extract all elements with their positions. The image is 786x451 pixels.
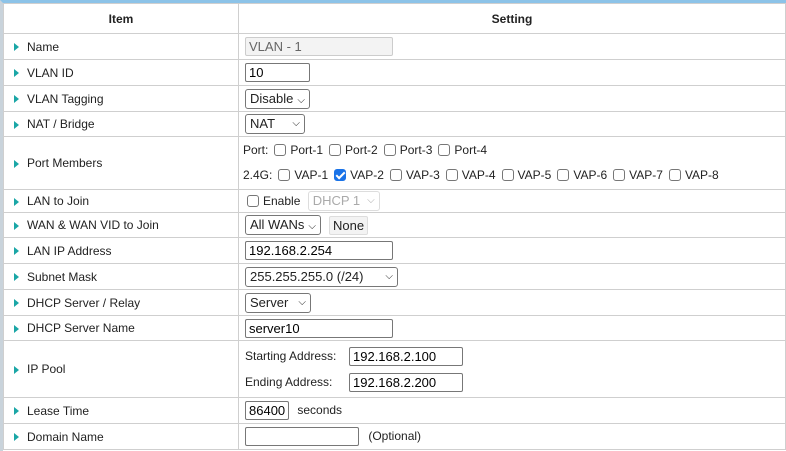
arrow-icon (14, 273, 19, 282)
label-ip-pool: IP Pool (27, 362, 66, 376)
arrow-icon (14, 433, 19, 442)
arrow-icon (14, 120, 19, 129)
vap-label: VAP-5 (517, 168, 552, 183)
port-prefix: Port: (243, 143, 269, 157)
enable-checkbox[interactable] (247, 195, 259, 207)
label-lan-to-join: LAN to Join (27, 194, 90, 208)
start-label: Starting Address: (245, 349, 337, 363)
arrow-icon (14, 43, 19, 52)
arrow-icon (14, 197, 19, 206)
vap-label: VAP-4 (461, 168, 496, 183)
label-domain: Domain Name (27, 429, 104, 444)
subnet-select[interactable]: 255.255.255.0 (/24) ⌵ (245, 266, 398, 287)
label-port-members: Port Members (27, 156, 103, 170)
wan-value: All WANs (250, 217, 305, 232)
vap-checkbox[interactable] (501, 169, 514, 182)
nat-bridge-value: NAT (250, 116, 276, 131)
arrow-icon (14, 221, 19, 230)
label-dhcp: DHCP Server / Relay (27, 295, 141, 310)
domain-hint: (Optional) (368, 428, 422, 443)
vap-checkbox[interactable] (668, 169, 681, 182)
label-vlan-id: VLAN ID (27, 65, 74, 80)
lan-join-select[interactable]: DHCP 1 ⌵ (307, 191, 380, 211)
vap-label: VAP-6 (573, 168, 608, 183)
vap-label: VAP-1 (294, 168, 329, 183)
arrow-icon (14, 299, 19, 308)
end-address-input[interactable] (349, 372, 463, 392)
vap-checkbox[interactable] (278, 169, 291, 182)
start-address-input[interactable] (349, 346, 463, 366)
label-lan-ip: LAN IP Address (27, 243, 112, 258)
none-button[interactable]: None (329, 215, 369, 235)
chevron-down-icon: ⌵ (292, 118, 300, 129)
wifi-prefix: 2.4G: (243, 168, 273, 182)
chevron-down-icon: ⌵ (367, 195, 375, 206)
vap-label: VAP-7 (629, 168, 663, 183)
port-label: Port-4 (454, 143, 488, 158)
header-item: Item (3, 3, 239, 34)
chevron-down-icon: ⌵ (298, 296, 306, 308)
label-name: Name (27, 39, 60, 54)
header-setting: Setting (238, 3, 786, 34)
dhcp-value: Server (250, 294, 289, 310)
label-nat-bridge: NAT / Bridge (27, 117, 95, 131)
arrow-icon (14, 69, 19, 78)
lease-unit: seconds (297, 402, 343, 417)
end-label: Ending Address: (245, 375, 333, 389)
arrow-icon (14, 407, 19, 416)
dhcp-select[interactable]: Server ⌵ (245, 292, 311, 313)
chevron-down-icon: ⌵ (308, 221, 316, 232)
vap-checkbox[interactable] (389, 169, 402, 182)
vap-checkbox[interactable] (445, 169, 458, 182)
enable-label: Enable (263, 194, 301, 208)
port-checkbox[interactable] (438, 144, 451, 157)
nat-bridge-select[interactable]: NAT ⌵ (245, 114, 305, 134)
arrow-icon (14, 95, 19, 104)
label-subnet: Subnet Mask (27, 269, 98, 284)
vlan-id-input[interactable] (245, 63, 310, 82)
lan-ip-input[interactable] (245, 241, 393, 260)
wan-select[interactable]: All WANs ⌵ (245, 215, 321, 235)
vap-label: VAP-3 (405, 168, 440, 183)
port-label: Port-2 (345, 143, 378, 158)
subnet-value: 255.255.255.0 (/24) (250, 268, 364, 284)
lan-join-value: DHCP 1 (312, 193, 361, 208)
chevron-down-icon: ⌵ (385, 270, 393, 282)
label-vlan-tagging: VLAN Tagging (27, 91, 104, 106)
arrow-icon (14, 365, 19, 374)
label-dhcp-name: DHCP Server Name (27, 321, 135, 335)
vap-label: VAP-2 (350, 168, 384, 183)
chevron-down-icon: ⌵ (297, 94, 305, 106)
label-lease: Lease Time (27, 403, 90, 418)
label-wan-to-join: WAN & WAN VID to Join (27, 218, 159, 232)
port-checkbox[interactable] (274, 144, 287, 157)
vap-checkbox[interactable] (613, 169, 626, 182)
name-input[interactable] (245, 37, 393, 56)
arrow-icon (14, 247, 19, 256)
vlan-tagging-select[interactable]: Disable ⌵ (245, 88, 310, 109)
port-checkbox[interactable] (329, 144, 342, 157)
arrow-icon (14, 159, 19, 168)
vap-checkbox[interactable] (557, 169, 570, 182)
port-checkbox[interactable] (383, 144, 396, 157)
vlan-tagging-value: Disable (250, 90, 294, 106)
domain-input[interactable] (245, 427, 359, 446)
port-label: Port-1 (290, 143, 324, 158)
port-row: Port: Port-1 Port-2 Port-3 Port-4 (243, 138, 779, 162)
vap-label: VAP-8 (684, 168, 719, 183)
lease-input[interactable] (245, 401, 289, 420)
dhcp-name-input[interactable] (245, 318, 393, 338)
port-label: Port-3 (399, 143, 433, 158)
vap-row: 2.4G: VAP-1 VAP-2 VAP-3 VAP-4 VAP-5 VAP-6 VAP-7… (243, 162, 779, 188)
vap-checkbox[interactable] (334, 169, 347, 182)
arrow-icon (14, 324, 19, 333)
